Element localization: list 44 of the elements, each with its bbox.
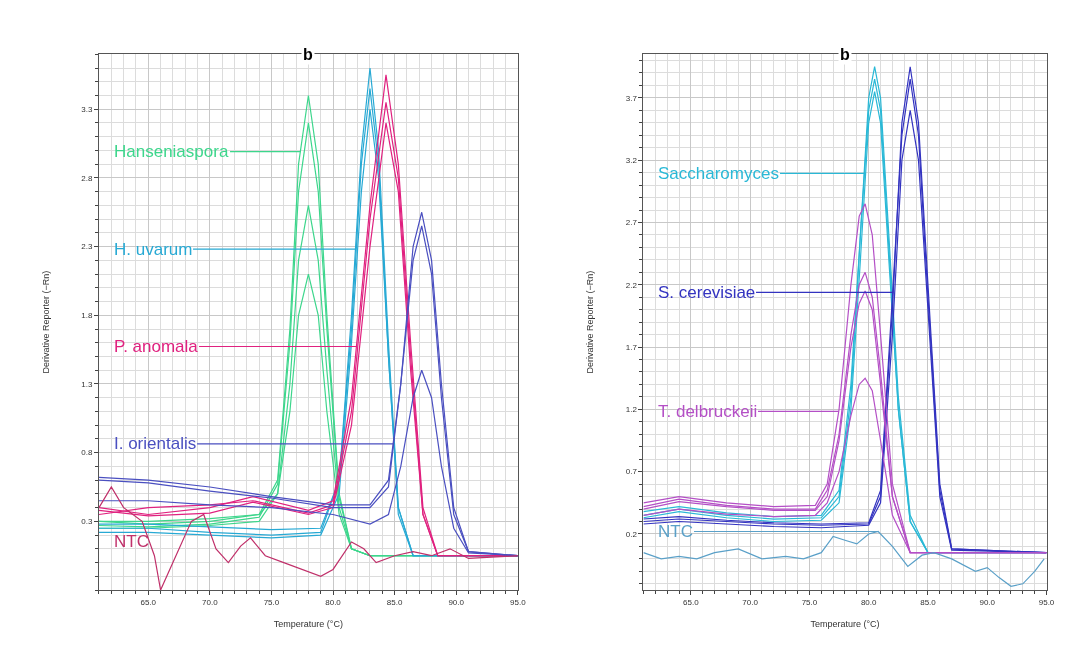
x-tick-label: 85.0 (920, 597, 937, 607)
x-tick-label: 80.0 (860, 597, 878, 607)
chart-title: b (840, 46, 850, 63)
series-label: NTC (658, 522, 693, 541)
legend-label: Hanseniaspora (114, 142, 229, 161)
y-tick-label: 3.3 (81, 105, 93, 115)
x-tick-label: 70.0 (742, 597, 759, 607)
x-tick-label: 65.0 (683, 597, 700, 607)
y-tick-label: 1.2 (625, 405, 638, 415)
y-axis-title: Derivative Reporter (−Rn) (40, 270, 51, 374)
text: S. cerevisiae (658, 283, 756, 302)
x-axis-title: Temperature (°C) (273, 619, 343, 630)
y-tick-label: 3.2 (625, 155, 638, 165)
legend-label: T. delbruckeii (658, 402, 758, 421)
x-tick-label: 75.0 (263, 597, 280, 607)
y-tick-label: 2.7 (625, 218, 638, 228)
text: H. uvarum (114, 240, 193, 259)
x-tick-label: 80.0 (325, 597, 342, 607)
y-tick-label: 0.3 (81, 517, 93, 527)
y-tick-label: 1.8 (81, 311, 93, 321)
x-axis-title: Temperature (°C) (810, 619, 880, 630)
y-tick-label: 1.7 (625, 342, 638, 352)
y-tick-label: 0.8 (81, 448, 93, 458)
y-tick-label: 1.3 (81, 379, 93, 389)
x-tick-label: 65.0 (140, 597, 157, 607)
y-tick-label: 0.7 (625, 467, 638, 477)
x-tick-label: 95.0 (510, 597, 527, 607)
x-tick-label: 95.0 (1038, 597, 1055, 607)
y-axis-title: Derivative Reporter (−Rn) (585, 270, 596, 374)
x-tick-label: 85.0 (386, 597, 403, 607)
y-tick-label: 2.2 (625, 280, 638, 290)
chart-title: b (303, 46, 313, 63)
y-tick-label: 2.3 (81, 242, 93, 252)
text: P. anomala (114, 337, 199, 356)
y-tick-label: 0.2 (625, 529, 638, 539)
y-tick-label: 3.7 (625, 93, 638, 103)
x-tick-label: 70.0 (202, 597, 219, 607)
y-tick-label: 2.8 (81, 173, 93, 183)
x-tick-label: 90.0 (448, 597, 465, 607)
legend-label: Saccharomyces (658, 164, 779, 183)
x-tick-label: 90.0 (979, 597, 996, 607)
series-label: I. orientalis (114, 434, 197, 453)
series-label: NTC (114, 532, 149, 551)
x-tick-label: 75.0 (801, 597, 818, 607)
